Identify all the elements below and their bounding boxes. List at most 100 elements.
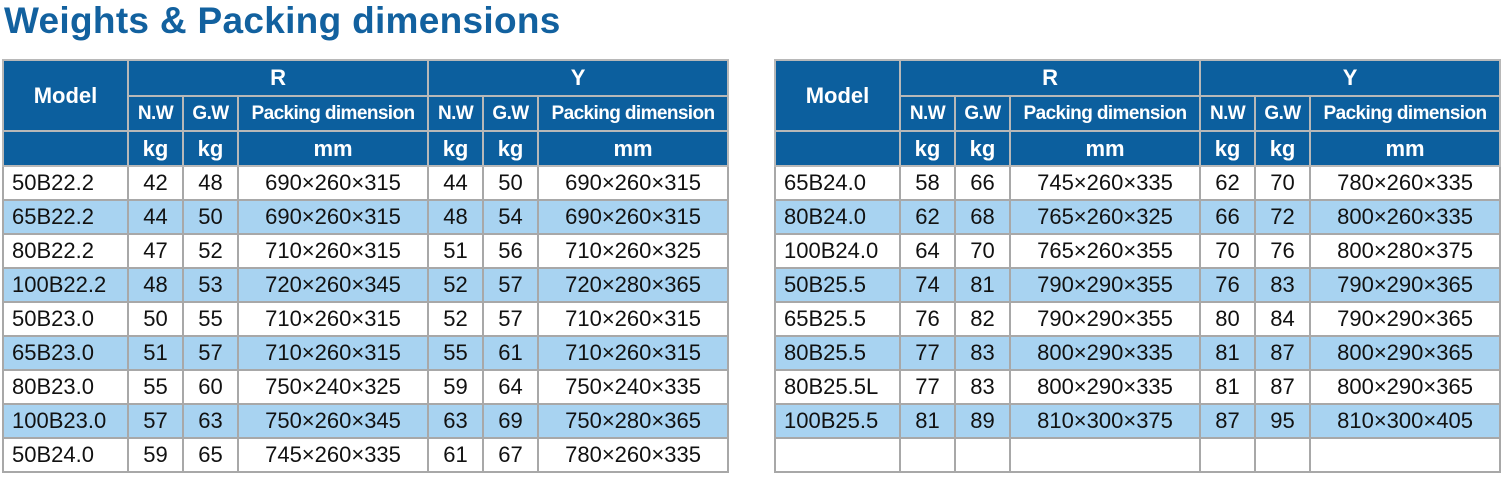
value-cell: 765×260×355 bbox=[1008, 233, 1202, 269]
unit-header: kg bbox=[427, 130, 485, 167]
value-cell: 57 bbox=[127, 403, 184, 439]
value-cell: 57 bbox=[482, 267, 540, 303]
column-header: G.W bbox=[182, 95, 239, 132]
value-cell: 80 bbox=[1199, 301, 1257, 337]
data-row: 65B22.2 44 50 690×260×315 48 54 690×260×315 bbox=[2, 199, 730, 235]
value-cell: 67 bbox=[482, 437, 540, 473]
data-row: 50B22.2 42 48 690×260×315 44 50 690×260×315 bbox=[2, 165, 730, 201]
model-cell: 50B24.0 bbox=[2, 437, 129, 473]
data-row: 50B24.0 59 65 745×260×335 61 67 780×260×335 bbox=[2, 437, 730, 473]
value-cell: 55 bbox=[182, 301, 239, 337]
column-header: Packing dimension bbox=[1008, 95, 1202, 132]
value-cell: 77 bbox=[899, 335, 956, 371]
value-cell: 780×260×335 bbox=[537, 437, 730, 473]
value-cell: 63 bbox=[427, 403, 485, 439]
data-row: 65B24.0 58 66 745×260×335 62 70 780×260×335 bbox=[774, 165, 1501, 201]
column-header: G.W bbox=[482, 95, 540, 132]
value-cell: 83 bbox=[954, 369, 1011, 405]
value-cell: 83 bbox=[1254, 267, 1312, 303]
value-cell: 710×260×315 bbox=[236, 233, 430, 269]
value-cell: 42 bbox=[127, 165, 184, 201]
model-cell: 65B25.5 bbox=[774, 301, 901, 337]
data-row: 80B25.5 77 83 800×290×335 81 87 800×290×365 bbox=[774, 335, 1501, 371]
value-cell: 58 bbox=[899, 165, 956, 201]
value-cell: 54 bbox=[482, 199, 540, 235]
value-cell: 84 bbox=[1254, 301, 1312, 337]
unit-header: mm bbox=[1008, 130, 1202, 167]
model-cell: 65B22.2 bbox=[2, 199, 129, 235]
model-cell: 80B25.5 bbox=[774, 335, 901, 371]
value-cell: 800×280×375 bbox=[1309, 233, 1501, 269]
value-cell: 790×290×365 bbox=[1309, 301, 1501, 337]
value-cell: 70 bbox=[1199, 233, 1257, 269]
unit-header: kg bbox=[899, 130, 956, 167]
value-cell bbox=[1254, 437, 1312, 473]
model-cell: 100B23.0 bbox=[2, 403, 129, 439]
value-cell: 800×260×335 bbox=[1309, 199, 1501, 235]
value-cell: 52 bbox=[182, 233, 239, 269]
value-cell: 720×280×365 bbox=[537, 267, 730, 303]
value-cell: 44 bbox=[427, 165, 485, 201]
value-cell: 52 bbox=[427, 301, 485, 337]
value-cell: 750×240×325 bbox=[236, 369, 430, 405]
model-cell: 80B23.0 bbox=[2, 369, 129, 405]
value-cell: 48 bbox=[182, 165, 239, 201]
value-cell: 60 bbox=[182, 369, 239, 405]
value-cell: 50 bbox=[482, 165, 540, 201]
header-row: N.W G.W Packing dimension N.W G.W Packing dim… bbox=[775, 95, 1501, 132]
value-cell: 44 bbox=[127, 199, 184, 235]
value-cell: 74 bbox=[899, 267, 956, 303]
value-cell: 720×260×345 bbox=[236, 267, 430, 303]
model-cell: 50B23.0 bbox=[2, 301, 129, 337]
value-cell bbox=[954, 437, 1011, 473]
group-header: R bbox=[126, 59, 430, 97]
unit-header: kg bbox=[482, 130, 540, 167]
column-header: Packing dimension bbox=[1309, 95, 1501, 132]
value-cell: 750×240×335 bbox=[537, 369, 730, 405]
value-cell: 69 bbox=[482, 403, 540, 439]
data-row: 100B23.0 57 63 750×260×345 63 69 750×280×365 bbox=[2, 403, 730, 439]
value-cell: 48 bbox=[127, 267, 184, 303]
value-cell: 89 bbox=[954, 403, 1011, 439]
value-cell: 56 bbox=[482, 233, 540, 269]
value-cell: 790×290×355 bbox=[1008, 267, 1202, 303]
value-cell: 750×260×345 bbox=[236, 403, 430, 439]
value-cell: 87 bbox=[1254, 369, 1312, 405]
value-cell: 690×260×315 bbox=[537, 199, 730, 235]
data-row: 80B22.2 47 52 710×260×315 51 56 710×260×325 bbox=[2, 233, 730, 269]
value-cell: 87 bbox=[1254, 335, 1312, 371]
value-cell: 62 bbox=[899, 199, 956, 235]
data-row bbox=[774, 437, 1501, 473]
column-header: N.W bbox=[899, 95, 956, 132]
model-cell: 65B23.0 bbox=[2, 335, 129, 371]
model-cell: 50B22.2 bbox=[2, 165, 129, 201]
value-cell: 81 bbox=[1199, 369, 1257, 405]
value-cell: 800×290×365 bbox=[1309, 369, 1501, 405]
value-cell: 65 bbox=[182, 437, 239, 473]
data-row: 80B24.0 62 68 765×260×325 66 72 800×260×335 bbox=[774, 199, 1501, 235]
value-cell: 790×290×355 bbox=[1008, 301, 1202, 337]
weights-table: Model R Y N.W G.W Packing dimension N.W G.W Pack… bbox=[2, 59, 730, 473]
value-cell: 83 bbox=[954, 335, 1011, 371]
value-cell: 47 bbox=[127, 233, 184, 269]
unit-header: kg bbox=[1254, 130, 1312, 167]
value-cell: 52 bbox=[427, 267, 485, 303]
value-cell: 710×260×315 bbox=[236, 335, 430, 371]
value-cell: 55 bbox=[427, 335, 485, 371]
unit-header: kg bbox=[182, 130, 239, 167]
column-header: N.W bbox=[127, 95, 184, 132]
model-header: Model bbox=[2, 59, 129, 132]
column-header: Packing dimension bbox=[537, 95, 730, 132]
value-cell: 690×260×315 bbox=[236, 165, 430, 201]
value-cell: 64 bbox=[899, 233, 956, 269]
unit-row: kg kg mm kg kg mm bbox=[774, 130, 1501, 167]
group-header: Y bbox=[427, 59, 730, 97]
unit-header: kg bbox=[954, 130, 1011, 167]
data-row: 50B23.0 50 55 710×260×315 52 57 710×260×315 bbox=[2, 301, 730, 337]
value-cell: 51 bbox=[127, 335, 184, 371]
value-cell: 800×290×335 bbox=[1008, 369, 1202, 405]
data-row: 65B25.5 76 82 790×290×355 80 84 790×290×365 bbox=[774, 301, 1501, 337]
value-cell: 765×260×325 bbox=[1008, 199, 1202, 235]
value-cell: 800×290×365 bbox=[1309, 335, 1501, 371]
